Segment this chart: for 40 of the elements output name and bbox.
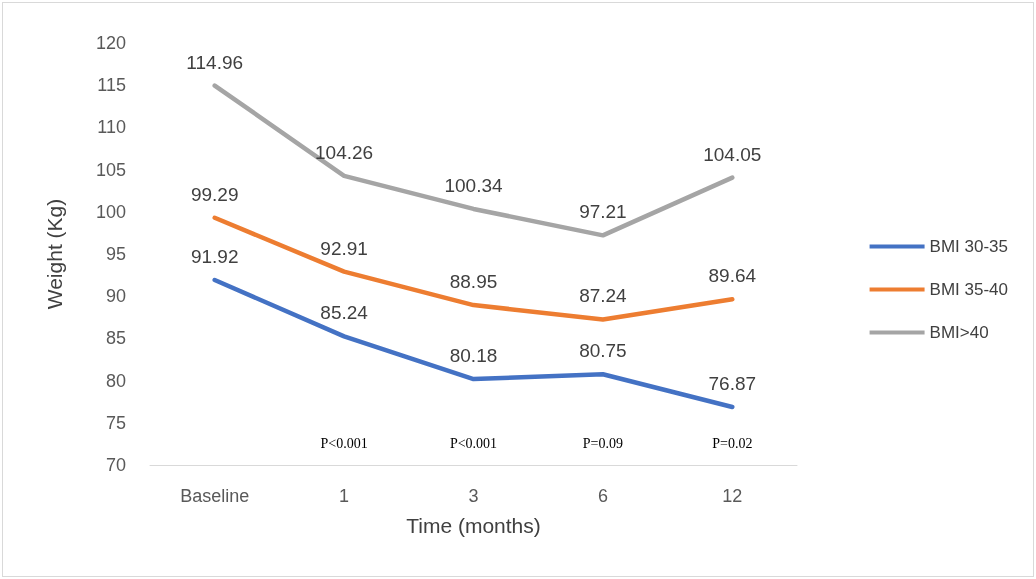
y-axis-title: Weight (Kg) xyxy=(43,198,66,310)
data-label: 104.26 xyxy=(315,141,374,163)
data-label: 76.87 xyxy=(708,373,757,395)
y-tick-label: 105 xyxy=(95,159,126,180)
y-tick-label: 95 xyxy=(105,244,126,264)
data-label: 114.96 xyxy=(186,51,244,73)
annotation: P<0.001 xyxy=(320,436,368,452)
data-label: 99.29 xyxy=(190,183,239,205)
x-tick-label: 12 xyxy=(722,486,743,506)
y-tick-label: 115 xyxy=(97,75,126,96)
y-tick-label: 100 xyxy=(95,201,126,222)
legend-label: BMI>40 xyxy=(929,323,989,342)
y-tick-label: 80 xyxy=(105,370,126,391)
data-label: 80.75 xyxy=(579,340,627,362)
annotation: P<0.001 xyxy=(449,436,498,452)
data-label: 104.05 xyxy=(703,143,762,165)
data-label: 92.91 xyxy=(320,237,368,259)
y-tick-label: 120 xyxy=(95,33,126,53)
x-axis-title: Time (months) xyxy=(406,514,541,537)
data-label: 80.18 xyxy=(449,345,498,367)
data-label: 87.24 xyxy=(579,285,628,307)
annotation: P=0.02 xyxy=(712,436,753,452)
y-tick-label: 75 xyxy=(105,412,126,433)
annotation: P=0.09 xyxy=(582,436,623,452)
legend-label: BMI 35-40 xyxy=(929,280,1009,299)
data-label: 89.64 xyxy=(708,265,757,287)
y-tick-label: 85 xyxy=(105,328,126,349)
x-tick-label: Baseline xyxy=(180,486,250,506)
legend-label: BMI 30-35 xyxy=(929,237,1009,256)
data-label: 100.34 xyxy=(444,174,503,196)
data-label: 85.24 xyxy=(320,302,369,324)
data-label: 97.21 xyxy=(579,201,627,223)
data-label: 88.95 xyxy=(449,271,498,293)
y-tick-label: 70 xyxy=(105,455,126,475)
x-tick-label: 1 xyxy=(339,486,350,506)
y-tick-label: 110 xyxy=(97,117,126,138)
x-tick-label: 6 xyxy=(597,486,608,506)
y-tick-label: 90 xyxy=(105,286,126,307)
data-label: 91.92 xyxy=(190,246,239,267)
x-tick-label: 3 xyxy=(468,486,479,506)
